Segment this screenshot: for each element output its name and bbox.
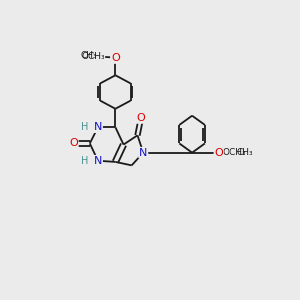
Text: H: H: [82, 122, 89, 132]
Text: N: N: [94, 122, 102, 132]
Text: CH₃: CH₃: [236, 148, 253, 157]
Text: O: O: [136, 113, 145, 123]
Text: O: O: [111, 53, 120, 63]
Text: O: O: [214, 148, 223, 158]
Text: O: O: [214, 148, 223, 158]
Text: OCH₃: OCH₃: [81, 52, 105, 61]
Text: N: N: [139, 148, 148, 158]
Text: O: O: [69, 138, 78, 148]
Text: N: N: [94, 156, 102, 166]
Text: OCH₃: OCH₃: [222, 148, 246, 157]
Text: O: O: [111, 53, 120, 63]
Text: CH₃: CH₃: [80, 51, 97, 60]
Text: H: H: [82, 156, 89, 166]
